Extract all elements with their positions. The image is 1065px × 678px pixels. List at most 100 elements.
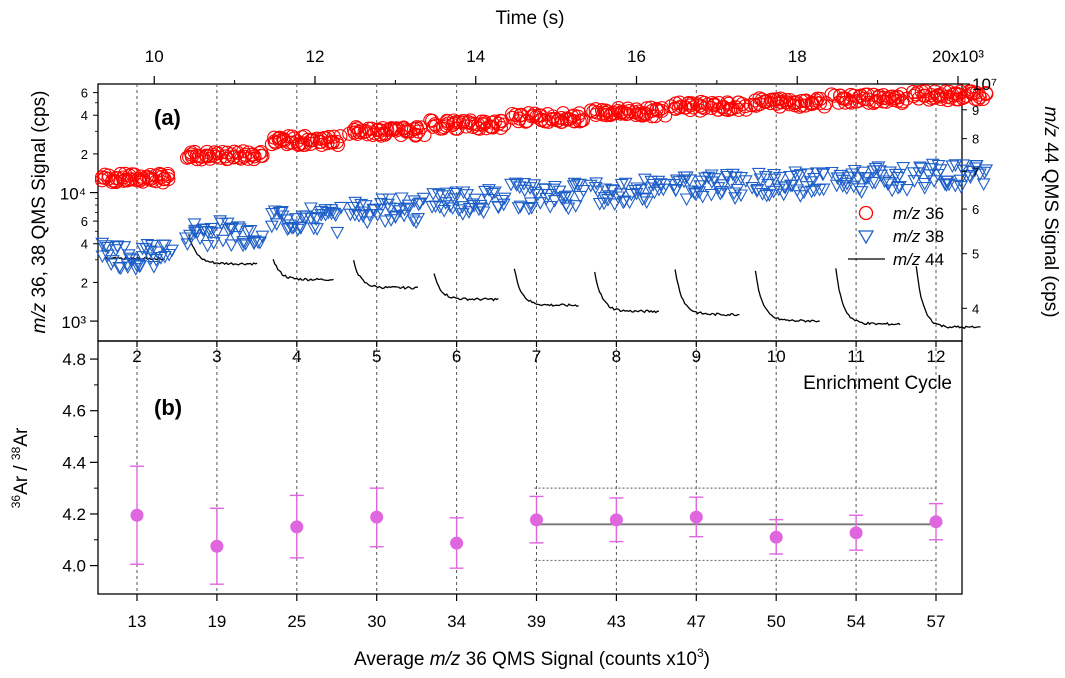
- left-axis-minor-label: 4: [81, 237, 88, 252]
- mz38-marker: [694, 175, 709, 189]
- category-tick-label: 47: [687, 612, 706, 631]
- mz36-marker: [333, 129, 348, 144]
- mz36-marker: [846, 88, 862, 103]
- mz38-marker: [907, 175, 922, 188]
- category-tick-label: 50: [767, 612, 786, 631]
- mz38-marker: [378, 215, 393, 229]
- mz38-marker: [758, 171, 773, 184]
- ratio-axis-tick-label: 4.8: [62, 350, 86, 369]
- mz38-marker: [933, 164, 948, 177]
- panel-b-label: (b): [154, 395, 182, 420]
- mz38-marker: [348, 196, 363, 210]
- mz38-marker: [182, 229, 197, 243]
- left-axis-minor-label: 2: [81, 147, 88, 162]
- cycle-tick-label: 12: [927, 347, 946, 366]
- mz38-marker: [411, 198, 426, 212]
- mz38-marker: [265, 207, 279, 221]
- left-axis-title-rest: 36, 38 QMS Signal (cps): [29, 91, 50, 303]
- mz36-marker: [654, 103, 669, 118]
- mz36-marker: [739, 102, 754, 117]
- mz38-marker: [248, 235, 263, 249]
- mz38-marker: [803, 176, 818, 189]
- right-axis-title-italic: m/z: [1040, 106, 1061, 137]
- mz38-marker: [165, 244, 179, 258]
- left-axis-minor-label: 2: [81, 275, 88, 290]
- mz38-marker: [455, 208, 470, 221]
- left-axis-major-label: 10⁴: [60, 185, 86, 204]
- mz38-marker: [523, 197, 538, 211]
- mz38-marker: [462, 206, 476, 219]
- mz38-marker: [209, 227, 224, 241]
- mz36-marker: [408, 127, 423, 142]
- top-axis-tick-label: 14: [466, 47, 485, 66]
- mz38-marker: [589, 177, 604, 191]
- mz38-marker: [684, 185, 699, 199]
- mz38-marker: [193, 232, 208, 246]
- mz36-marker: [575, 113, 591, 128]
- mz38-marker: [738, 175, 753, 188]
- mz38-marker: [416, 192, 431, 206]
- mz38-marker: [868, 176, 883, 190]
- mz38-marker: [527, 179, 542, 192]
- mz44-trace: [103, 256, 165, 261]
- mz38-marker: [561, 202, 576, 216]
- mz44-traces: [103, 233, 981, 330]
- mz38-marker: [682, 174, 697, 188]
- left-axis-title-italic: m/z: [29, 302, 50, 333]
- mz38-markers: [95, 158, 994, 276]
- mz38-marker: [204, 226, 219, 240]
- mz38-marker: [979, 164, 994, 178]
- mz36-marker: [794, 94, 809, 109]
- mz38-marker: [604, 184, 619, 197]
- ratio-point: [130, 508, 144, 522]
- cycle-tick-label: 7: [532, 347, 541, 366]
- mz36-marker: [494, 114, 510, 129]
- ratio-point: [370, 510, 384, 524]
- mz36-marker: [425, 113, 440, 128]
- mz38-marker: [238, 238, 253, 251]
- cycle-tick-label: 6: [452, 347, 461, 366]
- mz38-marker: [348, 208, 362, 222]
- ratio-axis-title: 36Ar / 38Ar: [9, 427, 32, 508]
- legend-mz44-italic: m/z: [893, 250, 921, 269]
- mz38-marker: [401, 202, 416, 216]
- mz36-marker: [160, 166, 175, 182]
- mz38-marker: [188, 224, 203, 238]
- mz38-marker: [206, 237, 221, 250]
- mz38-marker: [745, 182, 760, 195]
- ratio-axis-tick-label: 4.4: [62, 453, 86, 472]
- left-axis-minor-label: 6: [81, 214, 88, 229]
- mz38-marker: [567, 177, 582, 191]
- cycle-tick-label: 3: [212, 347, 221, 366]
- mz38-marker: [634, 184, 648, 197]
- mz38-marker: [511, 202, 526, 215]
- category-tick-label: 57: [927, 612, 946, 631]
- top-axis-tick-label: 12: [306, 47, 325, 66]
- mz38-marker: [704, 169, 719, 183]
- mz38-marker: [269, 218, 284, 231]
- mz38-marker: [306, 222, 321, 236]
- mz36-marker: [876, 88, 891, 103]
- mz36-marker: [493, 120, 508, 135]
- mz38-marker: [777, 181, 792, 195]
- mz36-marker: [817, 99, 832, 114]
- mz38-marker: [572, 178, 587, 192]
- mz36-marker: [238, 147, 253, 162]
- mz36-marker: [313, 134, 328, 149]
- cycle-tick-label: 4: [292, 347, 301, 366]
- mz38-marker: [471, 203, 486, 217]
- top-axis-tick-label: 20x10³: [932, 47, 984, 66]
- legend-mz44-label: m/z 44: [893, 250, 944, 269]
- mz38-marker: [513, 200, 528, 214]
- mz36-marker: [978, 85, 994, 101]
- mz38-marker: [236, 239, 250, 253]
- bottom-title-sup: 3: [697, 646, 704, 660]
- mz38-marker: [568, 200, 583, 213]
- mz44-trace: [754, 270, 820, 323]
- mz38-marker: [851, 172, 865, 185]
- mz38-marker: [533, 197, 548, 210]
- mz38-marker: [548, 180, 562, 194]
- mz38-marker: [356, 210, 371, 223]
- mz38-marker: [200, 239, 215, 253]
- mz38-marker: [783, 170, 798, 184]
